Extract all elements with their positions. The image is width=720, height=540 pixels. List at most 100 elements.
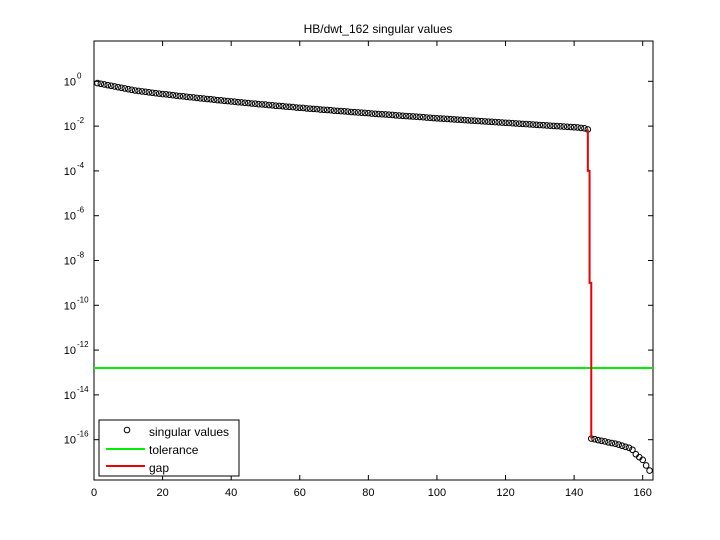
singular-value-point [231, 98, 238, 105]
singular-value-point [255, 100, 262, 108]
singular-value-point [200, 95, 208, 102]
singular-value-point [395, 112, 403, 119]
singular-value-point [406, 112, 413, 120]
singular-value-point [371, 110, 379, 118]
singular-value-point [481, 118, 489, 125]
singular-value-point [341, 108, 348, 115]
singular-value-point [176, 92, 184, 100]
singular-value-point [258, 101, 266, 108]
singular-value-point [598, 437, 605, 445]
singular-value-point [313, 105, 321, 113]
singular-value-point [361, 109, 369, 117]
singular-value-point [567, 123, 574, 131]
singular-value-point [608, 439, 616, 447]
singular-value-point [413, 113, 420, 121]
singular-value-point [320, 106, 328, 114]
singular-value-point [124, 85, 132, 93]
singular-value-point [642, 462, 650, 469]
singular-value-point [539, 121, 547, 129]
singular-value-point [282, 103, 290, 110]
y-tick-label-base: 10 [64, 435, 76, 447]
singular-value-point [107, 82, 115, 90]
singular-value-point [550, 122, 557, 130]
singular-value-point [416, 113, 424, 121]
singular-value-point [279, 102, 286, 110]
singular-value-point [464, 116, 472, 124]
singular-value-point [454, 116, 461, 123]
singular-value-point [563, 123, 571, 131]
x-tick-label: 100 [428, 487, 446, 499]
singular-value-point [269, 101, 276, 109]
singular-value-point [265, 101, 273, 109]
singular-value-point [581, 125, 588, 132]
singular-value-point [245, 99, 252, 107]
y-tick-label-base: 10 [64, 121, 76, 133]
singular-value-point [334, 107, 341, 115]
singular-value-point [433, 114, 441, 122]
singular-value-point [330, 107, 338, 114]
singular-value-point [145, 88, 153, 96]
x-tick-label: 40 [225, 487, 237, 499]
singular-value-point [94, 79, 101, 87]
singular-value-point [389, 111, 396, 119]
singular-value-point [155, 90, 163, 97]
singular-value-point [515, 120, 523, 127]
singular-value-point [272, 102, 280, 110]
x-tick-label: 160 [634, 487, 652, 499]
singular-value-point [533, 121, 540, 129]
y-tick-label-exponent: -8 [77, 251, 85, 260]
singular-value-point [471, 117, 478, 125]
singular-value-point [615, 441, 623, 448]
singular-value-point [299, 104, 307, 112]
singular-value-point [210, 96, 218, 103]
singular-value-point [430, 114, 437, 122]
singular-value-point [104, 81, 112, 89]
singular-value-point [323, 106, 331, 114]
singular-value-point [166, 91, 173, 99]
y-tick-label-exponent: 0 [77, 71, 82, 80]
singular-value-point [423, 114, 430, 121]
singular-value-point [574, 124, 581, 131]
singular-value-point [491, 118, 499, 126]
singular-value-point [536, 121, 544, 129]
singular-value-point [275, 102, 283, 110]
singular-value-point [382, 111, 389, 118]
gap-line [586, 129, 593, 439]
y-tick-label-exponent: -4 [77, 161, 85, 170]
singular-value-point [605, 439, 612, 446]
singular-value-point [457, 116, 465, 124]
legend-label-tolerance: tolerance [149, 443, 199, 457]
legend-marker-singular-values [123, 426, 131, 434]
singular-value-point [186, 93, 194, 101]
singular-value-point [306, 105, 314, 112]
singular-value-point [591, 435, 598, 443]
singular-value-point [111, 83, 118, 90]
singular-value-point [526, 121, 533, 128]
singular-value-point [378, 110, 386, 118]
singular-value-point [488, 118, 496, 126]
singular-value-point [450, 116, 458, 123]
singular-value-point [474, 117, 482, 125]
singular-value-point [169, 91, 177, 99]
singular-value-point [629, 446, 636, 454]
singular-value-point [241, 99, 249, 107]
singular-value-point [317, 106, 324, 113]
singular-value-point [310, 105, 317, 113]
singular-value-point [303, 105, 310, 112]
singular-value-point [296, 104, 304, 112]
singular-value-point [447, 115, 454, 123]
x-tick-label: 20 [156, 487, 168, 499]
singular-value-point [509, 119, 516, 127]
singular-value-point [478, 117, 485, 125]
y-tick-label-base: 10 [64, 256, 76, 268]
singular-value-point [522, 120, 530, 128]
y-tick-label-base: 10 [64, 300, 76, 312]
singular-value-point [344, 108, 352, 115]
singular-value-point [131, 87, 139, 94]
y-tick-label-exponent: -14 [77, 385, 89, 394]
singular-value-point [128, 86, 136, 94]
x-axis: 0 20 40 60 80 100 120 140 160 [91, 41, 652, 499]
singular-value-point [437, 115, 444, 122]
